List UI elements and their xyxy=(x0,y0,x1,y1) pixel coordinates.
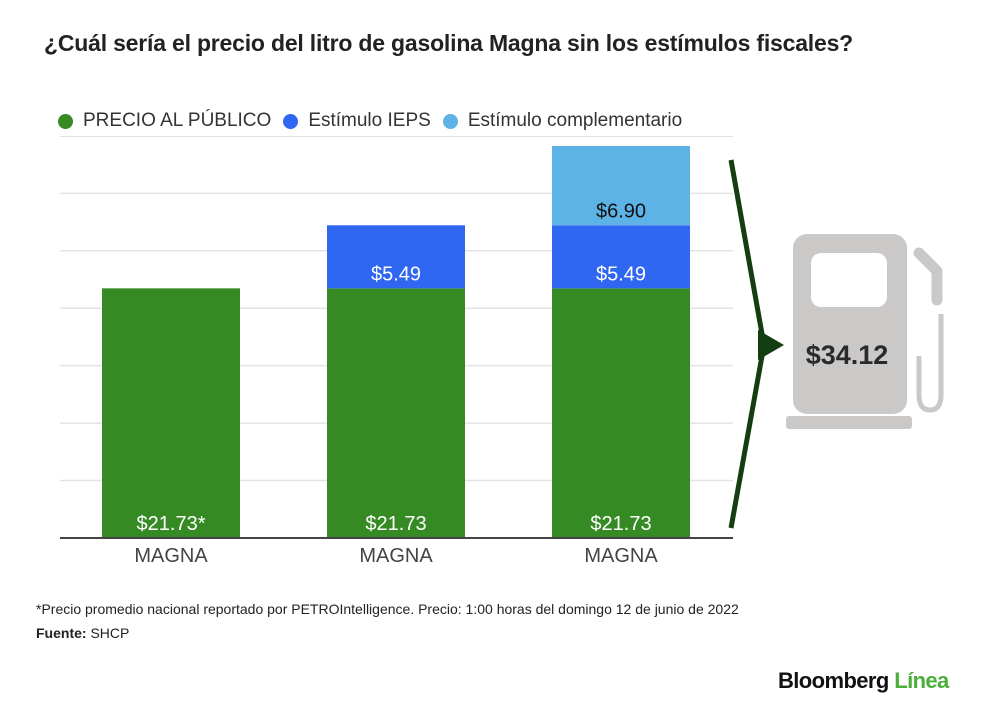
legend-item-complementario: Estímulo complementario xyxy=(442,110,683,132)
source-label: Fuente: xyxy=(36,625,87,641)
legend-divider xyxy=(60,136,733,137)
brand-bloomberg: Bloomberg xyxy=(778,668,889,693)
bar-segment-1-precio-al-p-blico xyxy=(102,288,240,538)
source-line: Fuente: SHCP xyxy=(36,625,129,641)
legend-marker-precio xyxy=(58,113,73,129)
legend-item-precio: PRECIO AL PÚBLICO xyxy=(58,110,271,132)
gas-pump-icon: $34.12 xyxy=(786,234,944,429)
data-labels: $21.73* $21.73 $5.49 $21.73 $5.49 $6.90 xyxy=(137,200,652,535)
data-label-3-1: $21.73 xyxy=(590,513,651,535)
bar-segment-3-est-mulo-complementario xyxy=(552,146,690,226)
data-label-1-1: $21.73* xyxy=(137,513,206,535)
legend-item-ieps: Estímulo IEPS xyxy=(283,110,431,132)
total-price-label: $34.12 xyxy=(806,340,889,370)
x-tick-label-2: MAGNA xyxy=(359,545,433,567)
legend-label-precio: PRECIO AL PÚBLICO xyxy=(83,110,272,131)
legend-marker-ieps xyxy=(283,113,299,129)
x-tick-labels: MAGNA MAGNA MAGNA xyxy=(134,545,658,567)
bar-segment-2-precio-al-p-blico xyxy=(327,288,465,538)
chart-title: ¿Cuál sería el precio del litro de gasol… xyxy=(44,30,854,56)
bar-segment-2-est-mulo-ieps xyxy=(327,225,465,289)
brand-logo: Bloomberg Línea xyxy=(778,668,949,694)
bars xyxy=(102,146,690,538)
total-annotation xyxy=(728,159,784,529)
data-label-2-1: $21.73 xyxy=(365,513,426,535)
pump-hose xyxy=(916,314,944,413)
x-tick-label-1: MAGNA xyxy=(134,545,208,567)
bar-segment-3-precio-al-p-blico xyxy=(552,288,690,538)
pump-base xyxy=(786,416,912,429)
legend-label-ieps: Estímulo IEPS xyxy=(308,110,431,131)
legend-label-complementario: Estímulo complementario xyxy=(467,110,683,131)
data-label-3-2: $5.49 xyxy=(596,263,646,285)
footnote: *Precio promedio nacional reportado por … xyxy=(36,601,739,617)
x-tick-label-3: MAGNA xyxy=(584,545,658,567)
brand-linea: Línea xyxy=(894,668,949,693)
bracket-arrow-icon xyxy=(758,330,784,360)
legend-marker-complementario xyxy=(442,113,458,129)
pump-nozzle xyxy=(913,247,943,306)
data-label-2-2: $5.49 xyxy=(371,263,421,285)
data-label-3-3: $6.90 xyxy=(596,200,646,222)
pump-window xyxy=(811,253,887,307)
legend: PRECIO AL PÚBLICO Estímulo IEPS Estímulo… xyxy=(58,110,694,132)
source-value: SHCP xyxy=(90,625,130,641)
bar-segment-3-est-mulo-ieps xyxy=(552,225,690,289)
